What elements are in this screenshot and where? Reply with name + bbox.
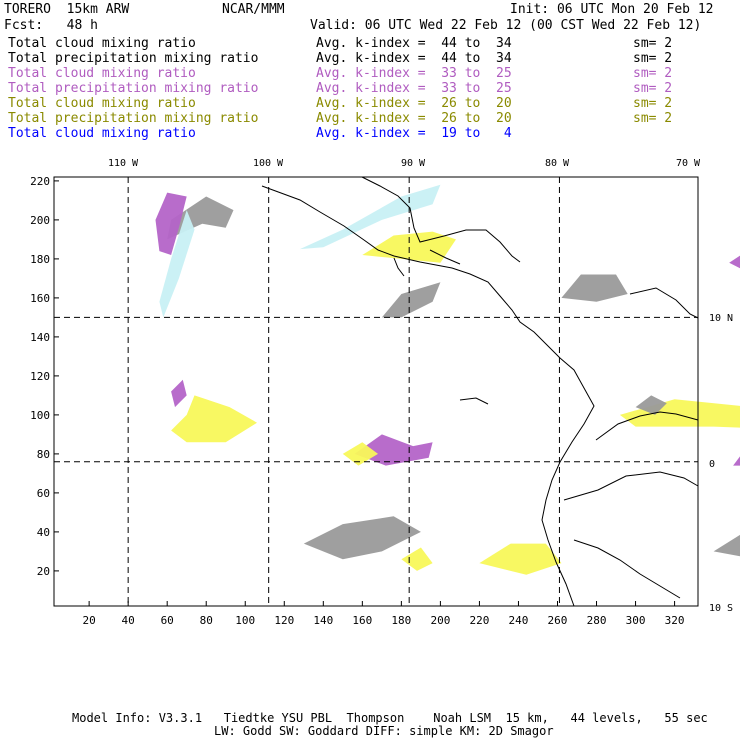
footer-physics-info: LW: Godd SW: Goddard DIFF: simple KM: 2D… <box>214 724 554 738</box>
axis-labels: 20 40 60 80 100 120 140 160 180 200 220 240 260 280 30… <box>30 158 733 627</box>
x-tick-label: 100 <box>235 614 255 627</box>
legend-sm: sm= 2 <box>633 111 673 126</box>
footer-model-info: Model Info: V3.3.1 Tiedtke YSU PBL Thomp… <box>72 711 708 725</box>
yellow-cloud-area <box>479 543 562 575</box>
y-tick-label: 200 <box>30 214 50 227</box>
x-tick-label: 80 <box>200 614 213 627</box>
legend-index: Avg. k-index = 33 to 25 <box>316 81 512 96</box>
y-tick-label: 60 <box>37 487 50 500</box>
longitude-label: 70 W <box>676 158 701 169</box>
legend-index: Avg. k-index = 33 to 25 <box>316 66 512 81</box>
y-tick-label: 100 <box>30 409 50 422</box>
coastline-segment <box>563 471 699 501</box>
x-tick-label: 200 <box>430 614 450 627</box>
y-tick-label: 160 <box>30 292 50 305</box>
x-tick-label: 180 <box>391 614 411 627</box>
x-tick-label: 20 <box>83 614 96 627</box>
x-tick-label: 300 <box>626 614 646 627</box>
plot-border <box>53 176 699 607</box>
x-tick-label: 260 <box>548 614 568 627</box>
legend-sm: sm= 2 <box>633 96 673 111</box>
legend-field: Total cloud mixing ratio <box>8 126 196 141</box>
legend-field: Total precipitation mixing ratio <box>8 111 259 126</box>
legend-index: Avg. k-index = 26 to 20 <box>316 96 512 111</box>
legend-field: Total precipitation mixing ratio <box>8 81 259 96</box>
yellow-cloud-area <box>342 442 378 466</box>
plot-frame <box>53 176 699 607</box>
yellow-cloud-area <box>171 395 257 443</box>
yellow-cloud-area <box>401 547 433 571</box>
gray-cloud-area <box>713 534 740 557</box>
purple-cloud-area <box>354 434 433 466</box>
legend-sm: sm= 2 <box>633 36 673 51</box>
legend-sm: sm= 2 <box>633 66 673 81</box>
forecast-hour: Fcst: 48 h <box>4 18 98 33</box>
longitude-label: 80 W <box>545 158 570 169</box>
coastline <box>261 176 699 607</box>
latitude-label: 10 N <box>709 313 733 324</box>
x-tick-label: 140 <box>313 614 333 627</box>
latitude-label: 0 <box>709 459 715 470</box>
legend-index: Avg. k-index = 19 to 4 <box>316 126 512 141</box>
coastline-segment <box>361 176 521 263</box>
legend-field: Total cloud mixing ratio <box>8 96 196 111</box>
legend-sm: sm= 2 <box>633 81 673 96</box>
org-label: NCAR/MMM <box>222 2 285 17</box>
x-tick-label: 280 <box>587 614 607 627</box>
legend-sm: sm= 2 <box>633 51 673 66</box>
x-tick-label: 320 <box>665 614 685 627</box>
cyan-cloud-area <box>159 210 195 318</box>
longitude-label: 100 W <box>253 158 284 169</box>
init-time: Init: 06 UTC Mon 20 Feb 12 <box>510 2 714 17</box>
longitude-label: 90 W <box>401 158 426 169</box>
model-title: TORERO 15km ARW <box>4 2 130 17</box>
y-tick-label: 40 <box>37 526 50 539</box>
legend-field: Total cloud mixing ratio <box>8 66 196 81</box>
cyan-cloud-area <box>299 184 441 250</box>
purple-cloud-area <box>155 192 187 255</box>
cloud-fields <box>155 184 740 575</box>
valid-time: Valid: 06 UTC Wed 22 Feb 12 (00 CST Wed … <box>310 18 702 33</box>
x-tick-label: 220 <box>469 614 489 627</box>
coastline-segment <box>629 287 699 319</box>
y-tick-label: 120 <box>30 370 50 383</box>
y-tick-label: 20 <box>37 565 50 578</box>
gray-cloud-area <box>303 516 421 560</box>
coastline-segment <box>429 249 461 265</box>
longitude-label: 110 W <box>108 158 139 169</box>
gray-cloud-area <box>561 274 628 302</box>
lat-lon-grid <box>54 177 698 606</box>
x-tick-label: 120 <box>274 614 294 627</box>
purple-cloud-area <box>729 255 740 269</box>
gray-cloud-area <box>635 395 667 415</box>
legend-field: Total cloud mixing ratio <box>8 36 196 51</box>
x-tick-label: 60 <box>161 614 174 627</box>
y-tick-label: 80 <box>37 448 50 461</box>
latitude-label: 10 S <box>709 603 733 614</box>
coastline-segment <box>573 539 681 599</box>
x-tick-label: 40 <box>122 614 135 627</box>
x-tick-label: 240 <box>509 614 529 627</box>
y-tick-label: 180 <box>30 253 50 266</box>
purple-cloud-area <box>171 379 187 408</box>
legend-index: Avg. k-index = 26 to 20 <box>316 111 512 126</box>
legend-index: Avg. k-index = 44 to 34 <box>316 51 512 66</box>
x-tick-label: 160 <box>352 614 372 627</box>
coastline-segment <box>261 185 595 607</box>
purple-cloud-area <box>733 456 740 466</box>
coastline-segment <box>595 411 699 441</box>
coastline-segment <box>459 397 489 405</box>
coastline-segment <box>393 257 405 277</box>
y-tick-label: 220 <box>30 175 50 188</box>
legend-index: Avg. k-index = 44 to 34 <box>316 36 512 51</box>
legend-field: Total precipitation mixing ratio <box>8 51 259 66</box>
y-tick-label: 140 <box>30 331 50 344</box>
gray-cloud-area <box>381 282 441 318</box>
